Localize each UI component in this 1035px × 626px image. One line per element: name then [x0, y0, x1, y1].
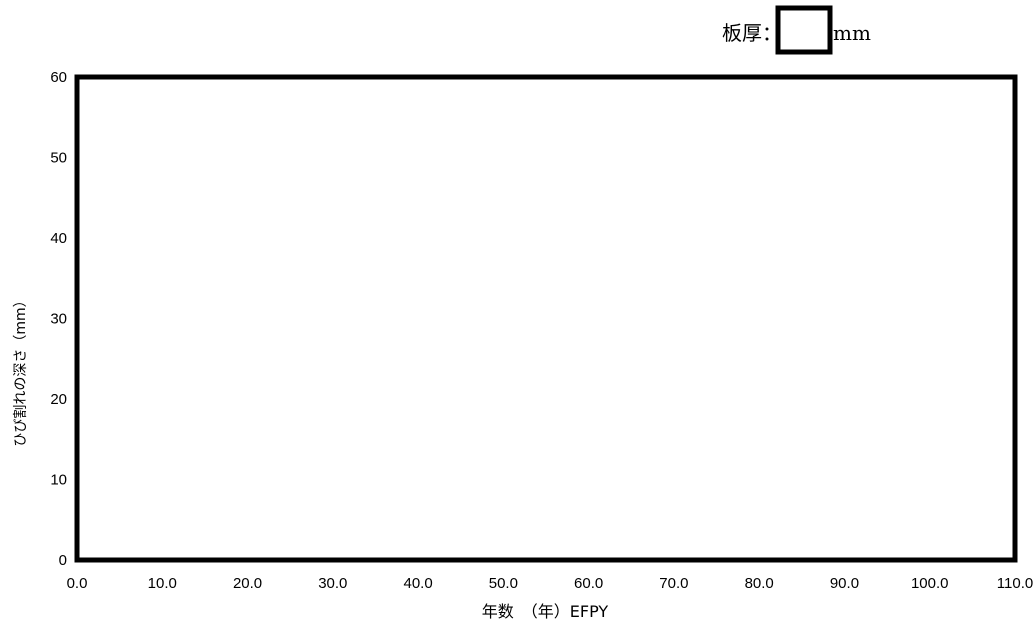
x-axis-ticks: 0.0 10.0 20.0 30.0 40.0 50.0 60.0 70.0 80.0 90.0 1…: [67, 575, 1034, 592]
plate-thickness-input-box[interactable]: [775, 5, 833, 55]
x-tick-label: 60.0: [574, 575, 603, 592]
y-tick-label: 40: [50, 230, 67, 247]
x-tick-label: 20.0: [233, 575, 262, 592]
x-tick-label: 70.0: [659, 575, 688, 592]
x-tick-label: 110.0: [997, 575, 1033, 592]
y-tick-label: 20: [50, 391, 67, 408]
x-tick-label: 0.0: [67, 575, 88, 592]
y-tick-label: 30: [50, 311, 67, 328]
y-tick-label: 0: [59, 552, 67, 569]
plot-area: [74, 74, 1018, 563]
y-axis-ticks: 0 10 20 30 40 50 60: [50, 69, 67, 569]
x-tick-label: 30.0: [318, 575, 347, 592]
y-tick-label: 10: [50, 472, 67, 489]
x-tick-label: 10.0: [148, 575, 177, 592]
x-tick-label: 50.0: [489, 575, 518, 592]
y-tick-label: 50: [50, 150, 67, 167]
plate-thickness-unit: mm: [833, 21, 871, 45]
x-tick-label: 90.0: [830, 575, 859, 592]
y-axis-title: ひび割れの深さ（mm）: [12, 293, 29, 446]
plate-thickness-label: 板厚：: [722, 21, 782, 45]
x-tick-label: 100.0: [911, 575, 949, 592]
x-axis-title: 年数 （年）EFPY: [482, 602, 609, 621]
x-tick-label: 80.0: [745, 575, 774, 592]
x-tick-label: 40.0: [403, 575, 432, 592]
y-tick-label: 60: [50, 69, 67, 86]
